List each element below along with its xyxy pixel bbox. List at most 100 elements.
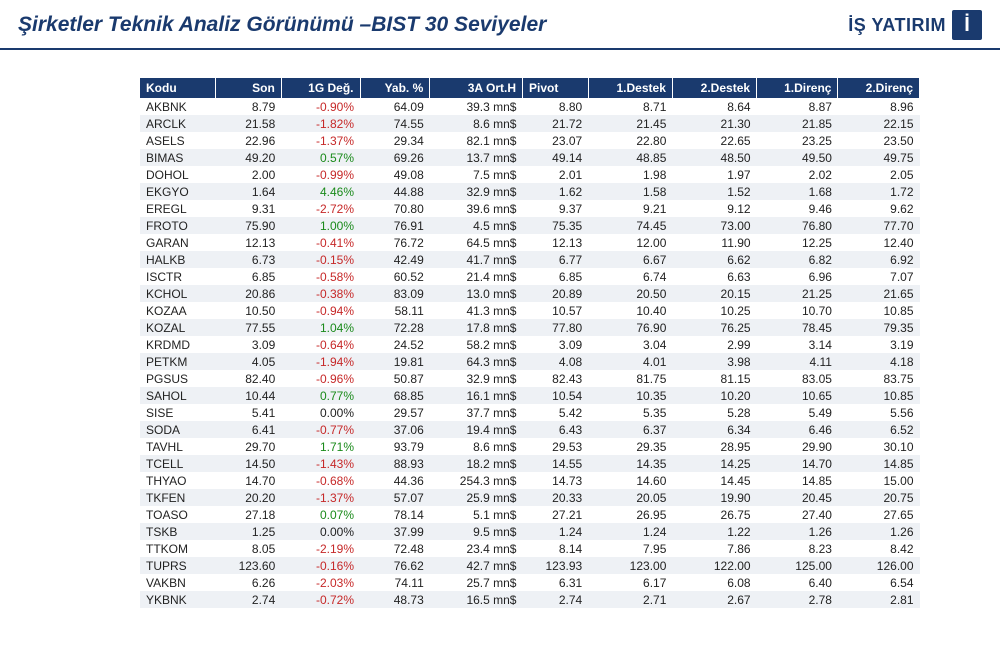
cell-son: 75.90: [216, 217, 282, 234]
cell-pivot: 2.01: [522, 166, 588, 183]
cell-deg: -2.72%: [281, 200, 360, 217]
cell-ort: 18.2 mn$: [430, 455, 523, 472]
cell-d1: 74.45: [588, 217, 672, 234]
cell-r2: 8.96: [838, 98, 920, 115]
cell-son: 3.09: [216, 336, 282, 353]
cell-son: 49.20: [216, 149, 282, 166]
cell-son: 29.70: [216, 438, 282, 455]
cell-yab: 44.36: [360, 472, 430, 489]
cell-ort: 17.8 mn$: [430, 319, 523, 336]
cell-yab: 76.91: [360, 217, 430, 234]
cell-r1: 125.00: [757, 557, 838, 574]
cell-son: 123.60: [216, 557, 282, 574]
table-row: EKGYO1.644.46%44.8832.9 mn$1.621.581.521…: [140, 183, 920, 200]
cell-pivot: 1.24: [522, 523, 588, 540]
cell-deg: -0.99%: [281, 166, 360, 183]
cell-r1: 27.40: [757, 506, 838, 523]
cell-r1: 49.50: [757, 149, 838, 166]
cell-deg: -0.90%: [281, 98, 360, 115]
cell-d2: 14.25: [672, 455, 756, 472]
cell-r2: 6.54: [838, 574, 920, 591]
cell-d2: 26.75: [672, 506, 756, 523]
cell-pivot: 3.09: [522, 336, 588, 353]
cell-d2: 20.15: [672, 285, 756, 302]
table-row: HALKB6.73-0.15%42.4941.7 mn$6.776.676.62…: [140, 251, 920, 268]
cell-deg: 0.57%: [281, 149, 360, 166]
cell-r1: 14.70: [757, 455, 838, 472]
cell-r1: 5.49: [757, 404, 838, 421]
cell-r1: 6.96: [757, 268, 838, 285]
cell-kod: YKBNK: [140, 591, 216, 608]
cell-ort: 37.7 mn$: [430, 404, 523, 421]
cell-r2: 10.85: [838, 302, 920, 319]
cell-kod: TKFEN: [140, 489, 216, 506]
cell-yab: 69.26: [360, 149, 430, 166]
cell-pivot: 75.35: [522, 217, 588, 234]
cell-r1: 6.46: [757, 421, 838, 438]
cell-d1: 4.01: [588, 353, 672, 370]
cell-d1: 1.24: [588, 523, 672, 540]
cell-r1: 14.85: [757, 472, 838, 489]
cell-d1: 21.45: [588, 115, 672, 132]
cell-r2: 49.75: [838, 149, 920, 166]
table-row: PETKM4.05-1.94%19.8164.3 mn$4.084.013.98…: [140, 353, 920, 370]
cell-d1: 12.00: [588, 234, 672, 251]
cell-son: 21.58: [216, 115, 282, 132]
cell-r1: 21.85: [757, 115, 838, 132]
cell-d1: 10.40: [588, 302, 672, 319]
cell-son: 6.41: [216, 421, 282, 438]
cell-d2: 10.20: [672, 387, 756, 404]
cell-r2: 83.75: [838, 370, 920, 387]
cell-deg: -0.38%: [281, 285, 360, 302]
cell-deg: -1.37%: [281, 132, 360, 149]
cell-kod: GARAN: [140, 234, 216, 251]
cell-d2: 2.67: [672, 591, 756, 608]
table-row: YKBNK2.74-0.72%48.7316.5 mn$2.742.712.67…: [140, 591, 920, 608]
cell-r2: 79.35: [838, 319, 920, 336]
cell-kod: ISCTR: [140, 268, 216, 285]
table-row: TOASO27.180.07%78.145.1 mn$27.2126.9526.…: [140, 506, 920, 523]
cell-son: 10.50: [216, 302, 282, 319]
cell-ort: 16.1 mn$: [430, 387, 523, 404]
cell-ort: 25.9 mn$: [430, 489, 523, 506]
cell-kod: TCELL: [140, 455, 216, 472]
cell-deg: -0.15%: [281, 251, 360, 268]
cell-r2: 8.42: [838, 540, 920, 557]
cell-r1: 1.26: [757, 523, 838, 540]
cell-pivot: 20.89: [522, 285, 588, 302]
cell-ort: 41.3 mn$: [430, 302, 523, 319]
cell-deg: 0.00%: [281, 404, 360, 421]
cell-pivot: 8.14: [522, 540, 588, 557]
cell-r1: 1.68: [757, 183, 838, 200]
cell-d1: 123.00: [588, 557, 672, 574]
cell-d2: 6.62: [672, 251, 756, 268]
cell-r2: 126.00: [838, 557, 920, 574]
cell-pivot: 6.85: [522, 268, 588, 285]
col-header: Kodu: [140, 78, 216, 98]
cell-ort: 82.1 mn$: [430, 132, 523, 149]
cell-r2: 2.05: [838, 166, 920, 183]
table-row: TKFEN20.20-1.37%57.0725.9 mn$20.3320.051…: [140, 489, 920, 506]
cell-ort: 8.6 mn$: [430, 438, 523, 455]
cell-kod: ASELS: [140, 132, 216, 149]
cell-d1: 14.35: [588, 455, 672, 472]
cell-d2: 28.95: [672, 438, 756, 455]
cell-kod: SAHOL: [140, 387, 216, 404]
cell-deg: -0.58%: [281, 268, 360, 285]
cell-r2: 14.85: [838, 455, 920, 472]
cell-d2: 6.34: [672, 421, 756, 438]
cell-r2: 1.26: [838, 523, 920, 540]
cell-deg: -0.64%: [281, 336, 360, 353]
cell-yab: 57.07: [360, 489, 430, 506]
cell-d2: 1.97: [672, 166, 756, 183]
cell-deg: 0.77%: [281, 387, 360, 404]
cell-kod: ARCLK: [140, 115, 216, 132]
table-row: THYAO14.70-0.68%44.36254.3 mn$14.7314.60…: [140, 472, 920, 489]
cell-son: 4.05: [216, 353, 282, 370]
cell-d1: 8.71: [588, 98, 672, 115]
cell-r1: 83.05: [757, 370, 838, 387]
col-header: 1.Destek: [588, 78, 672, 98]
cell-son: 77.55: [216, 319, 282, 336]
cell-r2: 6.52: [838, 421, 920, 438]
table-row: AKBNK8.79-0.90%64.0939.3 mn$8.808.718.64…: [140, 98, 920, 115]
